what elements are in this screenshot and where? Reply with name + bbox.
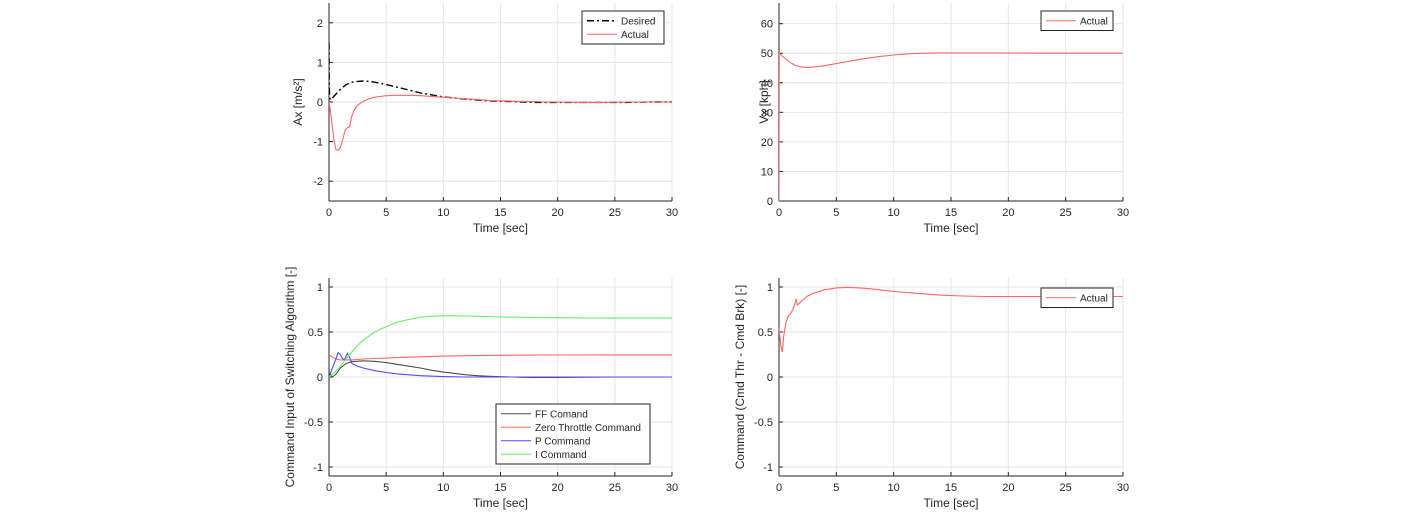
y-tick-label: 1 (317, 282, 323, 294)
series-line-actual (779, 52, 1123, 201)
y-tick-label: -0.5 (304, 417, 323, 429)
x-tick-label: 0 (326, 482, 332, 494)
series-line-i-command (329, 315, 672, 378)
y-tick-label: 0 (317, 97, 323, 109)
x-tick-label: 20 (1002, 482, 1014, 494)
legend: Actual (1040, 10, 1114, 31)
x-tick-label: 15 (494, 207, 506, 219)
y-axis-label: Command (Cmd Thr - Cmd Brk) [-] (733, 285, 747, 469)
y-axis-label: Command Input of Switching Algorithm [-] (283, 267, 297, 488)
legend-label: Actual (1080, 293, 1108, 304)
x-tick-label: 15 (945, 207, 957, 219)
x-tick-label: 25 (609, 482, 621, 494)
legend: Desired Actual (581, 10, 665, 45)
x-tick-label: 0 (776, 207, 782, 219)
series-line-p-command (329, 351, 672, 378)
x-tick-label: 30 (666, 207, 678, 219)
y-axis-label: Vx [kph] (757, 80, 771, 123)
y-tick-label: -0.5 (754, 417, 773, 429)
x-axis-label: Time [sec] (924, 221, 979, 235)
x-tick-label: 20 (552, 207, 564, 219)
x-tick-label: 5 (383, 207, 389, 219)
x-tick-label: 10 (437, 207, 449, 219)
y-tick-label: 1 (317, 57, 323, 69)
x-tick-label: 0 (326, 207, 332, 219)
legend-box (1040, 10, 1114, 31)
x-tick-label: 10 (888, 482, 900, 494)
series-line-actual (779, 286, 1123, 352)
y-tick-label: 30 (761, 107, 773, 119)
y-tick-label: 2 (317, 18, 323, 30)
legend-label: FF Comand (535, 409, 588, 420)
series-line-actual (329, 94, 672, 151)
x-axis-label: Time [sec] (473, 221, 528, 235)
chart-4: 0 5 10 15 20 25 30 -1 -0.5 0 0.5 1 Time [sec] Command… (733, 278, 1129, 510)
y-tick-label: 0 (767, 372, 773, 384)
legend-label: Zero Throttle Command (535, 423, 641, 434)
y-tick-label: 60 (761, 19, 773, 31)
x-tick-label: 15 (945, 482, 957, 494)
y-tick-label: 0 (317, 372, 323, 384)
chart-3: 0 5 10 15 20 25 30 -1 -0.5 0 0.5 1 Time [sec] Command… (283, 267, 678, 510)
y-tick-label: -1 (763, 462, 773, 474)
y-tick-label: 0.5 (758, 327, 773, 339)
y-tick-label: 10 (761, 166, 773, 178)
y-tick-label: 0.5 (308, 327, 323, 339)
x-tick-label: 15 (494, 482, 506, 494)
x-axis-label: Time [sec] (473, 496, 528, 510)
chart-2: 0 5 10 15 20 25 30 0 10 20 30 40 50 60 Time [sec] Vx [k… (757, 3, 1129, 235)
legend-label: P Command (535, 436, 590, 447)
y-tick-label: 0 (767, 196, 773, 208)
x-tick-label: 5 (833, 207, 839, 219)
x-tick-label: 30 (1117, 207, 1129, 219)
y-tick-label: 1 (767, 282, 773, 294)
x-tick-label: 30 (666, 482, 678, 494)
x-tick-label: 10 (888, 207, 900, 219)
x-tick-label: 30 (1117, 482, 1129, 494)
y-axis-label: Ax [m/s²] (291, 78, 305, 125)
x-tick-label: 20 (1002, 207, 1014, 219)
x-tick-label: 10 (437, 482, 449, 494)
y-tick-label: 50 (761, 48, 773, 60)
legend-label: Actual (621, 30, 649, 41)
legend-box (1040, 287, 1114, 308)
chart-1: 0 5 10 15 20 25 30 -2 -1 0 1 2 Time [sec] Ax [m/s²] De… (291, 3, 678, 235)
legend-box (581, 10, 665, 45)
legend: Actual (1040, 287, 1114, 308)
x-tick-label: 25 (1060, 207, 1072, 219)
series-line-zero-throttle-command (329, 354, 672, 361)
x-tick-label: 25 (1060, 482, 1072, 494)
legend-label: Desired (621, 16, 655, 27)
x-tick-label: 25 (609, 207, 621, 219)
legend-label: I Command (535, 450, 587, 461)
x-tick-label: 5 (383, 482, 389, 494)
y-tick-label: 40 (761, 78, 773, 90)
x-axis-label: Time [sec] (924, 496, 979, 510)
y-tick-label: -2 (313, 176, 323, 188)
x-tick-label: 5 (833, 482, 839, 494)
y-tick-label: -1 (313, 137, 323, 149)
x-tick-label: 20 (552, 482, 564, 494)
legend-label: Actual (1080, 16, 1108, 27)
y-tick-label: 20 (761, 137, 773, 149)
legend: FF Comand Zero Throttle Command P Command I… (495, 403, 651, 465)
y-tick-label: -1 (313, 462, 323, 474)
x-tick-label: 0 (776, 482, 782, 494)
